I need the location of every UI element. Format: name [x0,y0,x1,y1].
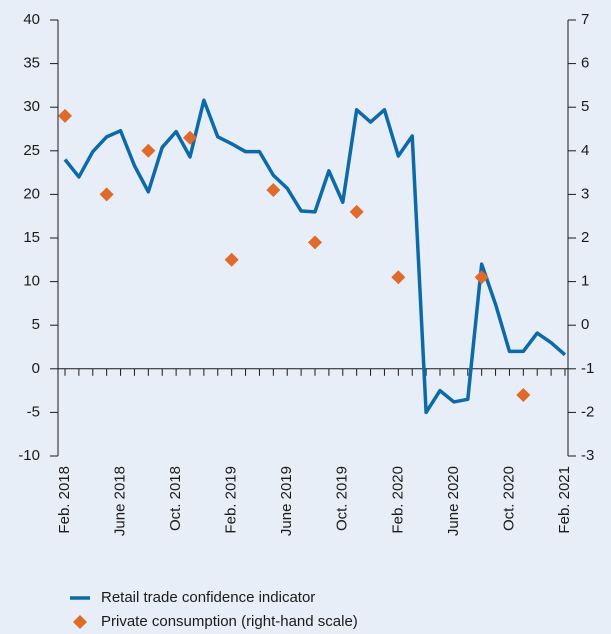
y2-tick-label: 5 [581,98,589,115]
diamond-marker [58,108,72,123]
diamond-marker [99,187,114,202]
x-tick-label: Oct. 2019 [334,466,351,531]
x-tick-label: Oct. 2020 [500,466,517,531]
x-tick-label: Oct. 2018 [167,466,184,531]
y-tick-label: 35 [23,55,40,72]
y-tick-label: 30 [23,98,40,115]
y2-tick-label: 1 [581,273,589,290]
diamond-marker [474,270,489,285]
y-tick-label: -10 [18,447,40,464]
diamond-marker [224,252,239,267]
x-tick-label: June 2018 [112,466,129,536]
y2-tick-label: 7 [581,11,589,28]
legend-label: Retail trade confidence indicator [101,589,315,606]
x-tick-label: Feb. 2018 [56,466,73,534]
y-tick-label: 0 [32,360,40,377]
y-tick-label: 5 [32,316,40,333]
y2-tick-label: -3 [581,447,594,464]
x-tick-label: Feb. 2020 [389,466,406,534]
y-tick-label: 20 [23,185,40,202]
y-tick-label: 10 [23,273,40,290]
legend-swatch [73,615,87,629]
y-tick-label: 40 [23,11,40,28]
y2-tick-label: -1 [581,360,594,377]
x-tick-label: June 2020 [445,466,462,536]
y2-tick-label: 3 [581,185,589,202]
diamond-marker [266,183,281,198]
diamond-marker [349,204,364,219]
y-tick-label: -5 [27,403,40,420]
y2-tick-label: 4 [581,142,589,159]
y2-tick-label: 6 [581,55,589,72]
x-tick-label: June 2019 [278,466,295,536]
diamond-marker [183,130,197,145]
line-series [63,98,567,415]
y2-tick-label: 2 [581,229,589,246]
x-tick-label: Feb. 2019 [223,466,240,534]
legend-label: Private consumption (right-hand scale) [101,613,358,630]
x-tick-label: Feb. 2021 [556,466,573,534]
y-tick-label: 15 [23,229,40,246]
y2-tick-label: -2 [581,403,594,420]
diamond-marker [308,235,322,250]
y-tick-label: 25 [23,142,40,159]
diamond-marker [516,387,531,402]
diamond-marker [391,270,406,285]
diamond-marker [141,143,156,158]
y2-tick-label: 0 [581,316,589,333]
